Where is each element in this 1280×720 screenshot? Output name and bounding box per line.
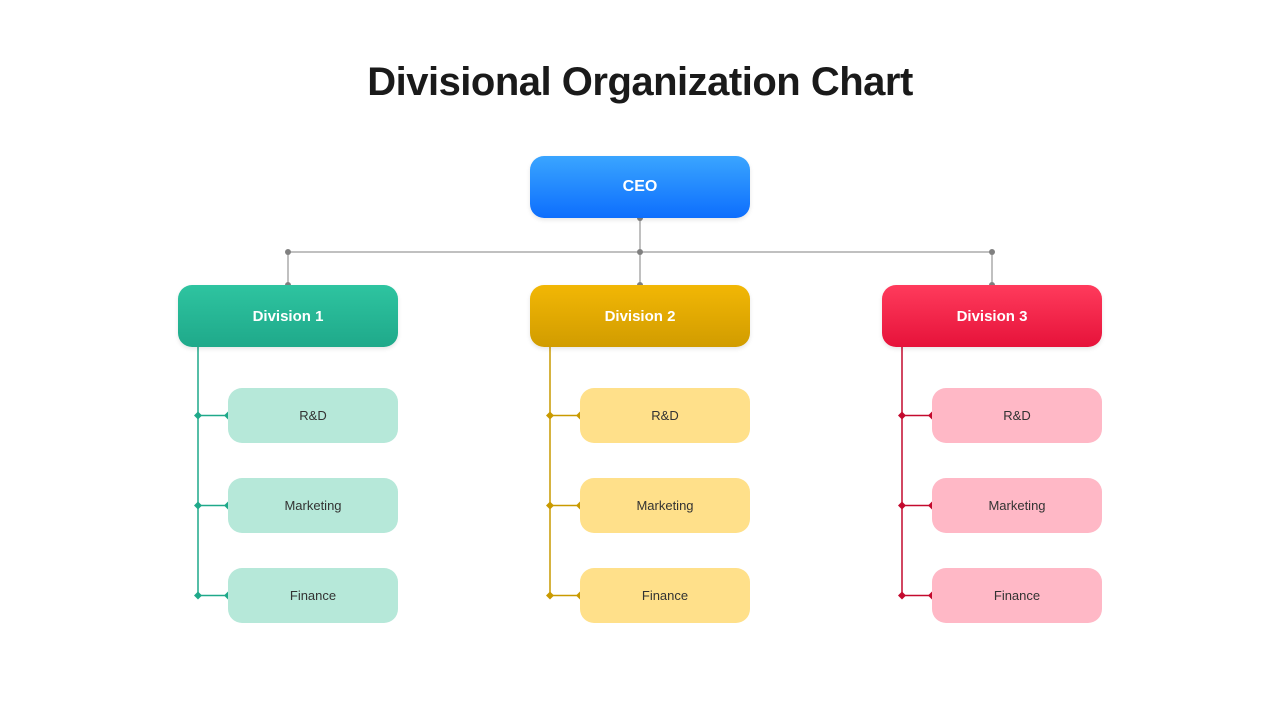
chart-title: Divisional Organization Chart	[0, 60, 1280, 105]
division-node-3: Division 3	[882, 285, 1102, 347]
division-2-sub-1: R&D	[580, 388, 750, 443]
division-node-1: Division 1	[178, 285, 398, 347]
division-3-sub-1: R&D	[932, 388, 1102, 443]
division-1-sub-2: Marketing	[228, 478, 398, 533]
division-3-sub-3: Finance	[932, 568, 1102, 623]
division-2-sub-2: Marketing	[580, 478, 750, 533]
division-2-sub-3: Finance	[580, 568, 750, 623]
ceo-node: CEO	[530, 156, 750, 218]
division-node-2: Division 2	[530, 285, 750, 347]
division-3-sub-2: Marketing	[932, 478, 1102, 533]
division-1-sub-3: Finance	[228, 568, 398, 623]
division-1-sub-1: R&D	[228, 388, 398, 443]
